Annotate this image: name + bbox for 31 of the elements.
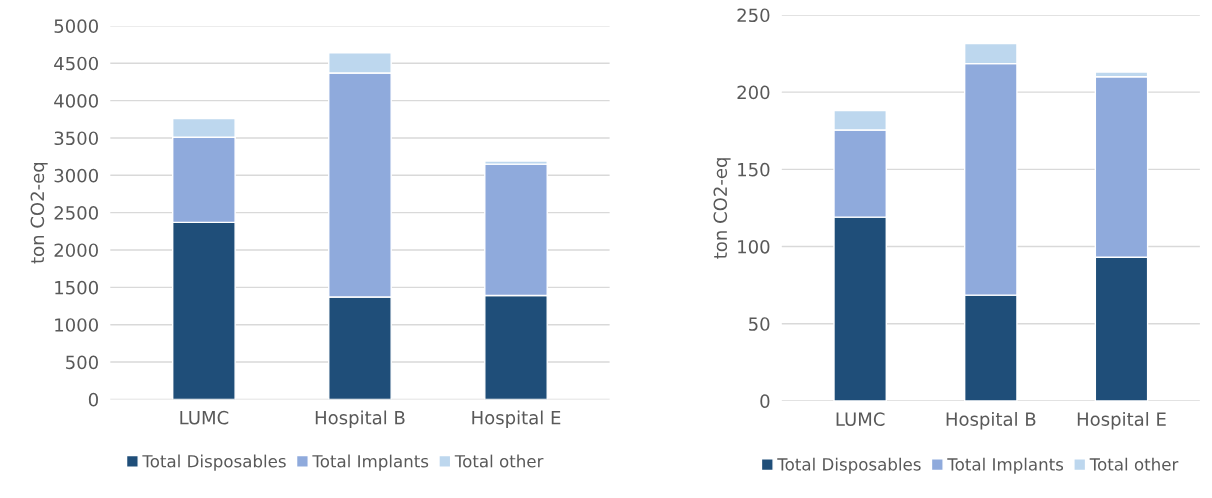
y-tick-label: 100 <box>738 239 770 254</box>
y-tick-label: 3000 <box>54 168 98 183</box>
x-tick-label: Hospital E <box>1077 412 1166 430</box>
x-tick-label: LUMC <box>836 412 885 426</box>
y-tick-label: 0 <box>88 392 98 407</box>
legend-label: Total other <box>1089 457 1179 471</box>
y-tick-label: 200 <box>737 85 770 100</box>
x-tick-label: Hospital B <box>946 412 1036 430</box>
y-tick-label: 150 <box>738 162 770 177</box>
x-tick-label: Hospital B <box>315 410 405 428</box>
legend-label: Total Implants <box>947 457 1064 474</box>
y-tick-label: 3500 <box>54 131 98 146</box>
y-tick-label: 4500 <box>54 56 98 71</box>
y-axis-title: ton CO2-eq <box>30 162 48 264</box>
y-tick-label: 50 <box>749 317 770 331</box>
y-tick-label: 250 <box>737 8 770 23</box>
y-tick-label: 1500 <box>55 280 98 295</box>
y-tick-label: 2000 <box>54 243 98 258</box>
y-tick-label: 1000 <box>55 318 98 332</box>
legend-label: Total Disposables <box>777 457 921 474</box>
legend-label: Total Implants <box>312 454 429 471</box>
y-tick-label: 4000 <box>54 94 98 108</box>
y-tick-label: 500 <box>66 355 98 370</box>
x-tick-label: LUMC <box>180 410 229 425</box>
legend-label: Total Disposables <box>142 454 286 471</box>
legend-label: Total other <box>454 454 544 468</box>
y-axis-title: ton CO2-eq <box>713 158 731 259</box>
y-tick-label: 2500 <box>54 206 98 220</box>
y-tick-label: 0 <box>760 394 770 409</box>
x-tick-label: Hospital E <box>472 410 561 428</box>
y-tick-label: 5000 <box>54 19 98 34</box>
